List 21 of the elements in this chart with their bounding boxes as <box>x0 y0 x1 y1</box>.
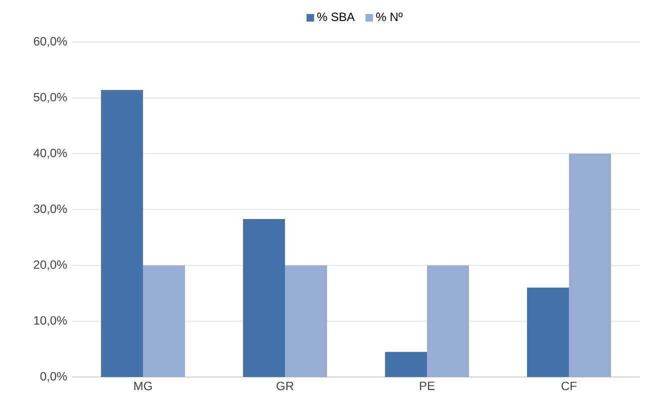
y-tick-label: 20,0% <box>34 260 67 270</box>
y-tick-label: 10,0% <box>34 316 67 326</box>
bar <box>427 265 469 377</box>
bar <box>569 154 611 377</box>
bar <box>285 265 328 377</box>
legend-label: % Nº <box>376 12 403 22</box>
legend-label: % SBA <box>317 12 355 22</box>
y-tick-label: 0,0% <box>40 372 67 382</box>
y-tick-label: 30,0% <box>34 204 67 214</box>
y-tick-label: 50,0% <box>34 92 67 103</box>
y-tick-label: 40,0% <box>34 148 67 159</box>
bar <box>527 288 569 377</box>
bar <box>385 352 427 377</box>
bar <box>101 90 143 377</box>
x-tick-label: PE <box>420 382 434 390</box>
x-tick-label: MG <box>134 382 152 390</box>
bar <box>243 218 286 377</box>
y-tick-label: 60,0% <box>34 37 67 47</box>
bar <box>143 265 185 377</box>
x-tick-label: GR <box>276 382 294 390</box>
x-tick-label: CF <box>562 382 577 390</box>
